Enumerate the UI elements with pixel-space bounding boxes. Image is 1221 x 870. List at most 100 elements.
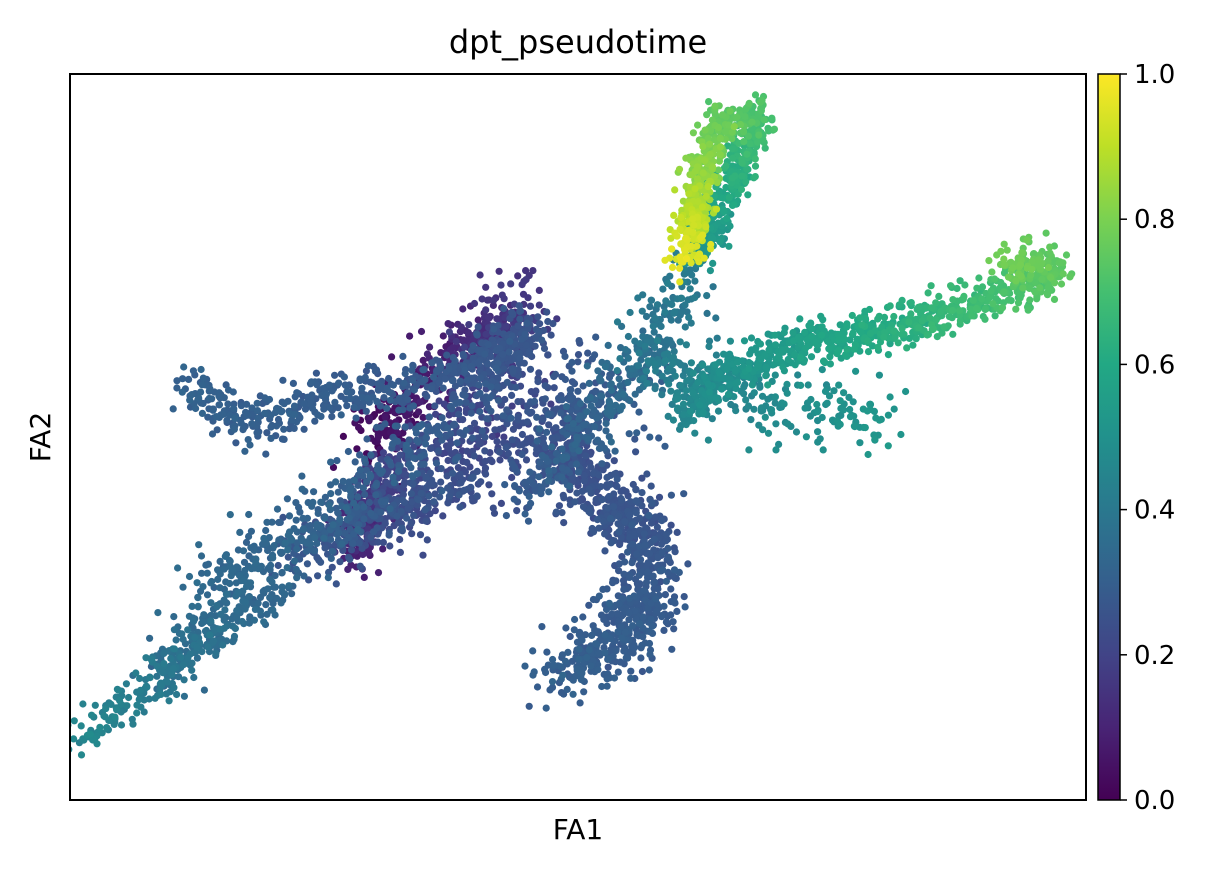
data-point xyxy=(849,329,857,337)
data-point xyxy=(543,308,551,316)
data-point xyxy=(628,365,636,373)
data-point xyxy=(409,376,417,384)
data-point xyxy=(331,371,339,379)
data-point xyxy=(465,321,473,329)
data-point xyxy=(402,441,410,449)
data-point xyxy=(574,387,582,395)
data-point xyxy=(843,323,851,331)
data-point xyxy=(605,599,613,607)
data-point xyxy=(680,490,688,498)
data-point xyxy=(188,666,196,674)
data-point xyxy=(514,413,522,421)
data-point xyxy=(474,323,482,331)
data-point xyxy=(890,312,898,321)
data-point xyxy=(757,355,765,363)
data-point xyxy=(205,394,213,403)
data-point xyxy=(594,666,602,674)
data-point xyxy=(285,582,293,590)
data-point xyxy=(195,541,203,549)
data-point xyxy=(350,476,358,484)
data-point xyxy=(682,387,690,395)
data-point xyxy=(824,337,832,346)
data-point xyxy=(238,617,246,626)
data-point xyxy=(653,607,661,616)
data-point xyxy=(208,430,217,438)
data-point xyxy=(521,662,529,670)
data-point xyxy=(648,499,656,507)
data-point xyxy=(569,420,577,428)
data-point xyxy=(705,342,713,351)
data-point xyxy=(839,406,848,414)
data-point xyxy=(509,425,517,433)
data-point xyxy=(529,671,537,679)
data-point xyxy=(427,480,435,488)
data-point xyxy=(219,641,227,649)
data-point xyxy=(569,690,577,698)
data-point xyxy=(513,507,521,515)
data-point xyxy=(353,445,361,453)
data-point xyxy=(548,443,556,451)
data-point xyxy=(669,360,677,368)
data-point xyxy=(419,366,427,374)
data-point xyxy=(691,429,699,437)
data-point xyxy=(260,534,268,543)
data-point xyxy=(386,458,394,466)
data-point xyxy=(405,460,413,469)
data-point xyxy=(226,510,234,519)
data-point xyxy=(207,579,215,587)
data-point xyxy=(325,501,333,509)
data-point xyxy=(322,390,330,398)
data-point xyxy=(386,505,394,513)
data-point xyxy=(568,358,576,366)
data-point xyxy=(484,360,492,368)
data-point xyxy=(170,684,178,692)
data-point xyxy=(524,294,532,302)
data-point xyxy=(328,413,336,421)
data-point xyxy=(584,435,593,443)
data-point xyxy=(206,385,214,393)
data-point xyxy=(726,381,734,389)
data-point xyxy=(361,455,369,463)
chart-title: dpt_pseudotime xyxy=(449,23,707,61)
data-point xyxy=(495,315,503,323)
data-point xyxy=(677,294,686,302)
data-point xyxy=(909,341,917,349)
data-point xyxy=(179,661,187,669)
data-point xyxy=(601,631,609,639)
data-point xyxy=(526,302,535,310)
data-point xyxy=(699,361,707,369)
data-point xyxy=(601,649,609,657)
data-point xyxy=(266,594,274,602)
data-point xyxy=(725,193,734,201)
data-point xyxy=(667,316,675,324)
data-point xyxy=(616,355,624,363)
data-point xyxy=(552,457,560,465)
data-point xyxy=(625,594,634,602)
data-point xyxy=(634,294,642,302)
data-point xyxy=(344,565,352,574)
data-point xyxy=(647,482,655,490)
data-point xyxy=(709,283,717,291)
data-point xyxy=(396,548,404,557)
data-point xyxy=(580,421,588,429)
data-point xyxy=(639,613,647,621)
data-point xyxy=(456,429,464,437)
data-point xyxy=(206,631,214,639)
data-point xyxy=(886,302,894,310)
data-point xyxy=(607,438,615,446)
data-point xyxy=(234,588,242,596)
data-point xyxy=(96,723,104,731)
data-point xyxy=(547,400,555,408)
data-point xyxy=(347,546,356,554)
data-point xyxy=(757,404,766,412)
data-point xyxy=(732,407,740,415)
data-point xyxy=(170,613,178,621)
data-point xyxy=(652,595,660,603)
data-point xyxy=(864,337,872,345)
data-point xyxy=(668,300,676,309)
data-point xyxy=(263,610,271,618)
data-point xyxy=(765,346,773,354)
data-point xyxy=(180,363,188,371)
data-point xyxy=(566,482,574,490)
data-point xyxy=(132,669,140,677)
